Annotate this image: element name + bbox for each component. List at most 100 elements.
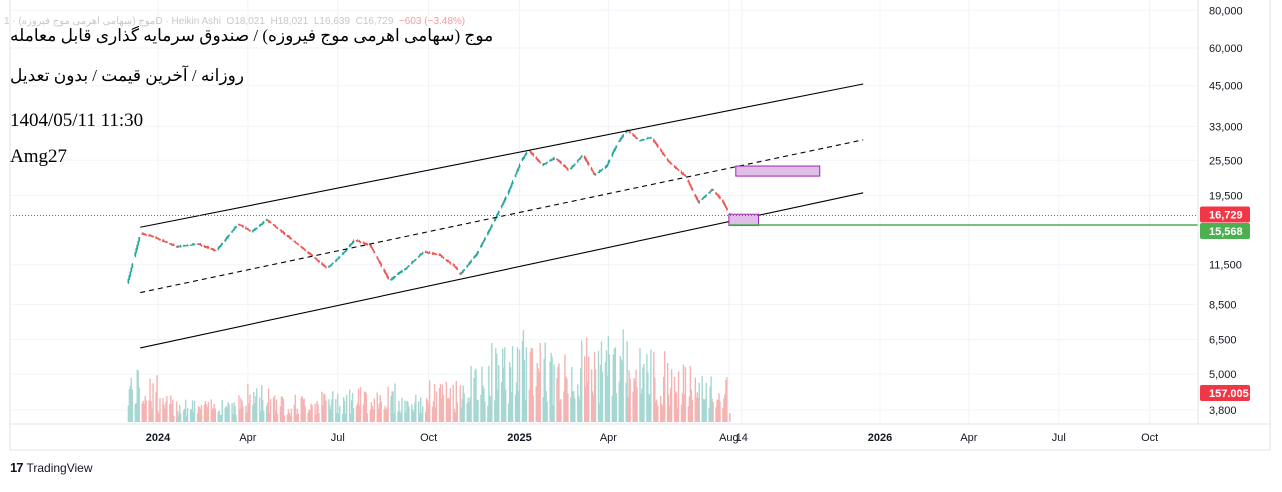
candle-body: [376, 256, 379, 259]
volume-bar: [128, 389, 131, 422]
candle-body: [411, 261, 414, 263]
candle-body: [136, 244, 139, 249]
volume-bar: [577, 384, 579, 422]
candle-body: [586, 161, 589, 164]
volume-bar: [177, 411, 179, 422]
candle-body: [560, 162, 562, 164]
volume-bar: [711, 398, 713, 422]
candle-body: [695, 196, 698, 199]
volume-bar: [528, 389, 531, 422]
volume-bar: [694, 377, 697, 422]
volume-bar: [241, 400, 243, 422]
volume-bar: [523, 359, 526, 422]
volume-bar: [331, 399, 333, 422]
volume-bar: [338, 414, 340, 422]
candle-body: [660, 150, 663, 153]
volume-bar: [240, 398, 242, 422]
candle-body: [496, 213, 499, 216]
candle-body: [378, 260, 381, 263]
volume-bar: [234, 405, 236, 422]
candle-body: [266, 219, 269, 221]
candle-body: [432, 253, 435, 255]
volume-bar: [178, 415, 180, 422]
candle-body: [661, 152, 664, 154]
channel-upper-line: [140, 83, 864, 228]
candle-body: [516, 169, 519, 173]
volume-bar: [400, 413, 402, 422]
volume-bar: [197, 406, 200, 422]
volume-bar: [358, 405, 361, 422]
candle-body: [158, 238, 160, 240]
candle-body: [591, 169, 594, 172]
candle-body: [510, 183, 513, 187]
change-value: −603 (−3.48%): [398, 16, 466, 27]
volume-bar: [612, 354, 615, 422]
volume-bar: [262, 410, 265, 422]
volume-bar: [570, 397, 572, 422]
volume-bar: [560, 399, 562, 422]
volume-bar: [530, 347, 533, 422]
candle-body: [441, 256, 444, 258]
volume-bar: [525, 347, 528, 422]
volume-bar: [494, 400, 496, 422]
volume-bar: [157, 410, 159, 422]
volume-bar: [504, 389, 507, 422]
candle-body: [219, 245, 222, 248]
candle-body: [414, 259, 417, 261]
tradingview-footer[interactable]: 17 TradingView: [10, 460, 93, 475]
volume-bar: [690, 389, 693, 422]
volume-bar: [488, 365, 490, 422]
candle-body: [210, 248, 213, 250]
volume-bar: [419, 412, 421, 422]
candle-body: [604, 166, 607, 168]
volume-bar: [295, 414, 297, 422]
candle-body: [508, 188, 511, 192]
volume-bar: [182, 410, 185, 422]
volume-bar: [553, 364, 555, 422]
candle-body: [142, 233, 145, 235]
volume-bar: [621, 360, 623, 422]
candle-body: [362, 242, 365, 244]
candle-body: [184, 245, 187, 247]
volume-bar: [148, 400, 150, 422]
candle-body: [296, 243, 299, 245]
candle-body: [504, 197, 507, 200]
volume-bar: [597, 350, 600, 422]
volume-bar: [543, 358, 545, 422]
candle-body: [698, 201, 701, 203]
candle-body: [648, 137, 651, 139]
candle-body: [507, 191, 510, 194]
volume-bar: [265, 405, 268, 422]
candle-body: [440, 255, 443, 257]
candle-body: [593, 173, 596, 175]
volume-bar: [632, 391, 634, 422]
volume-bar: [687, 406, 690, 422]
candle-body: [525, 152, 528, 155]
candle-body: [232, 229, 234, 232]
volume-bar: [666, 363, 669, 422]
candle-body: [356, 240, 359, 242]
candle-body: [392, 277, 394, 279]
candle-body: [466, 265, 469, 267]
candle-body: [654, 142, 657, 145]
price-tick-label: 60,000: [1209, 43, 1243, 55]
candle-body: [294, 241, 297, 243]
volume-badge: 157.005 M: [1200, 385, 1261, 401]
candle-body: [539, 161, 542, 163]
volume-bar: [441, 384, 444, 422]
candle-body: [711, 189, 713, 191]
volume-bar: [572, 391, 574, 422]
candle-body: [400, 271, 402, 273]
volume-bar: [266, 402, 269, 422]
volume-bar: [724, 394, 726, 422]
volume-bar: [600, 341, 603, 422]
volume-bar: [138, 387, 140, 422]
volume-bar: [446, 398, 449, 422]
candle-body: [235, 226, 237, 228]
candle-body: [483, 239, 485, 242]
candle-body: [314, 257, 316, 259]
time-tick-label: 2026: [868, 432, 892, 444]
candle-body: [542, 164, 545, 166]
